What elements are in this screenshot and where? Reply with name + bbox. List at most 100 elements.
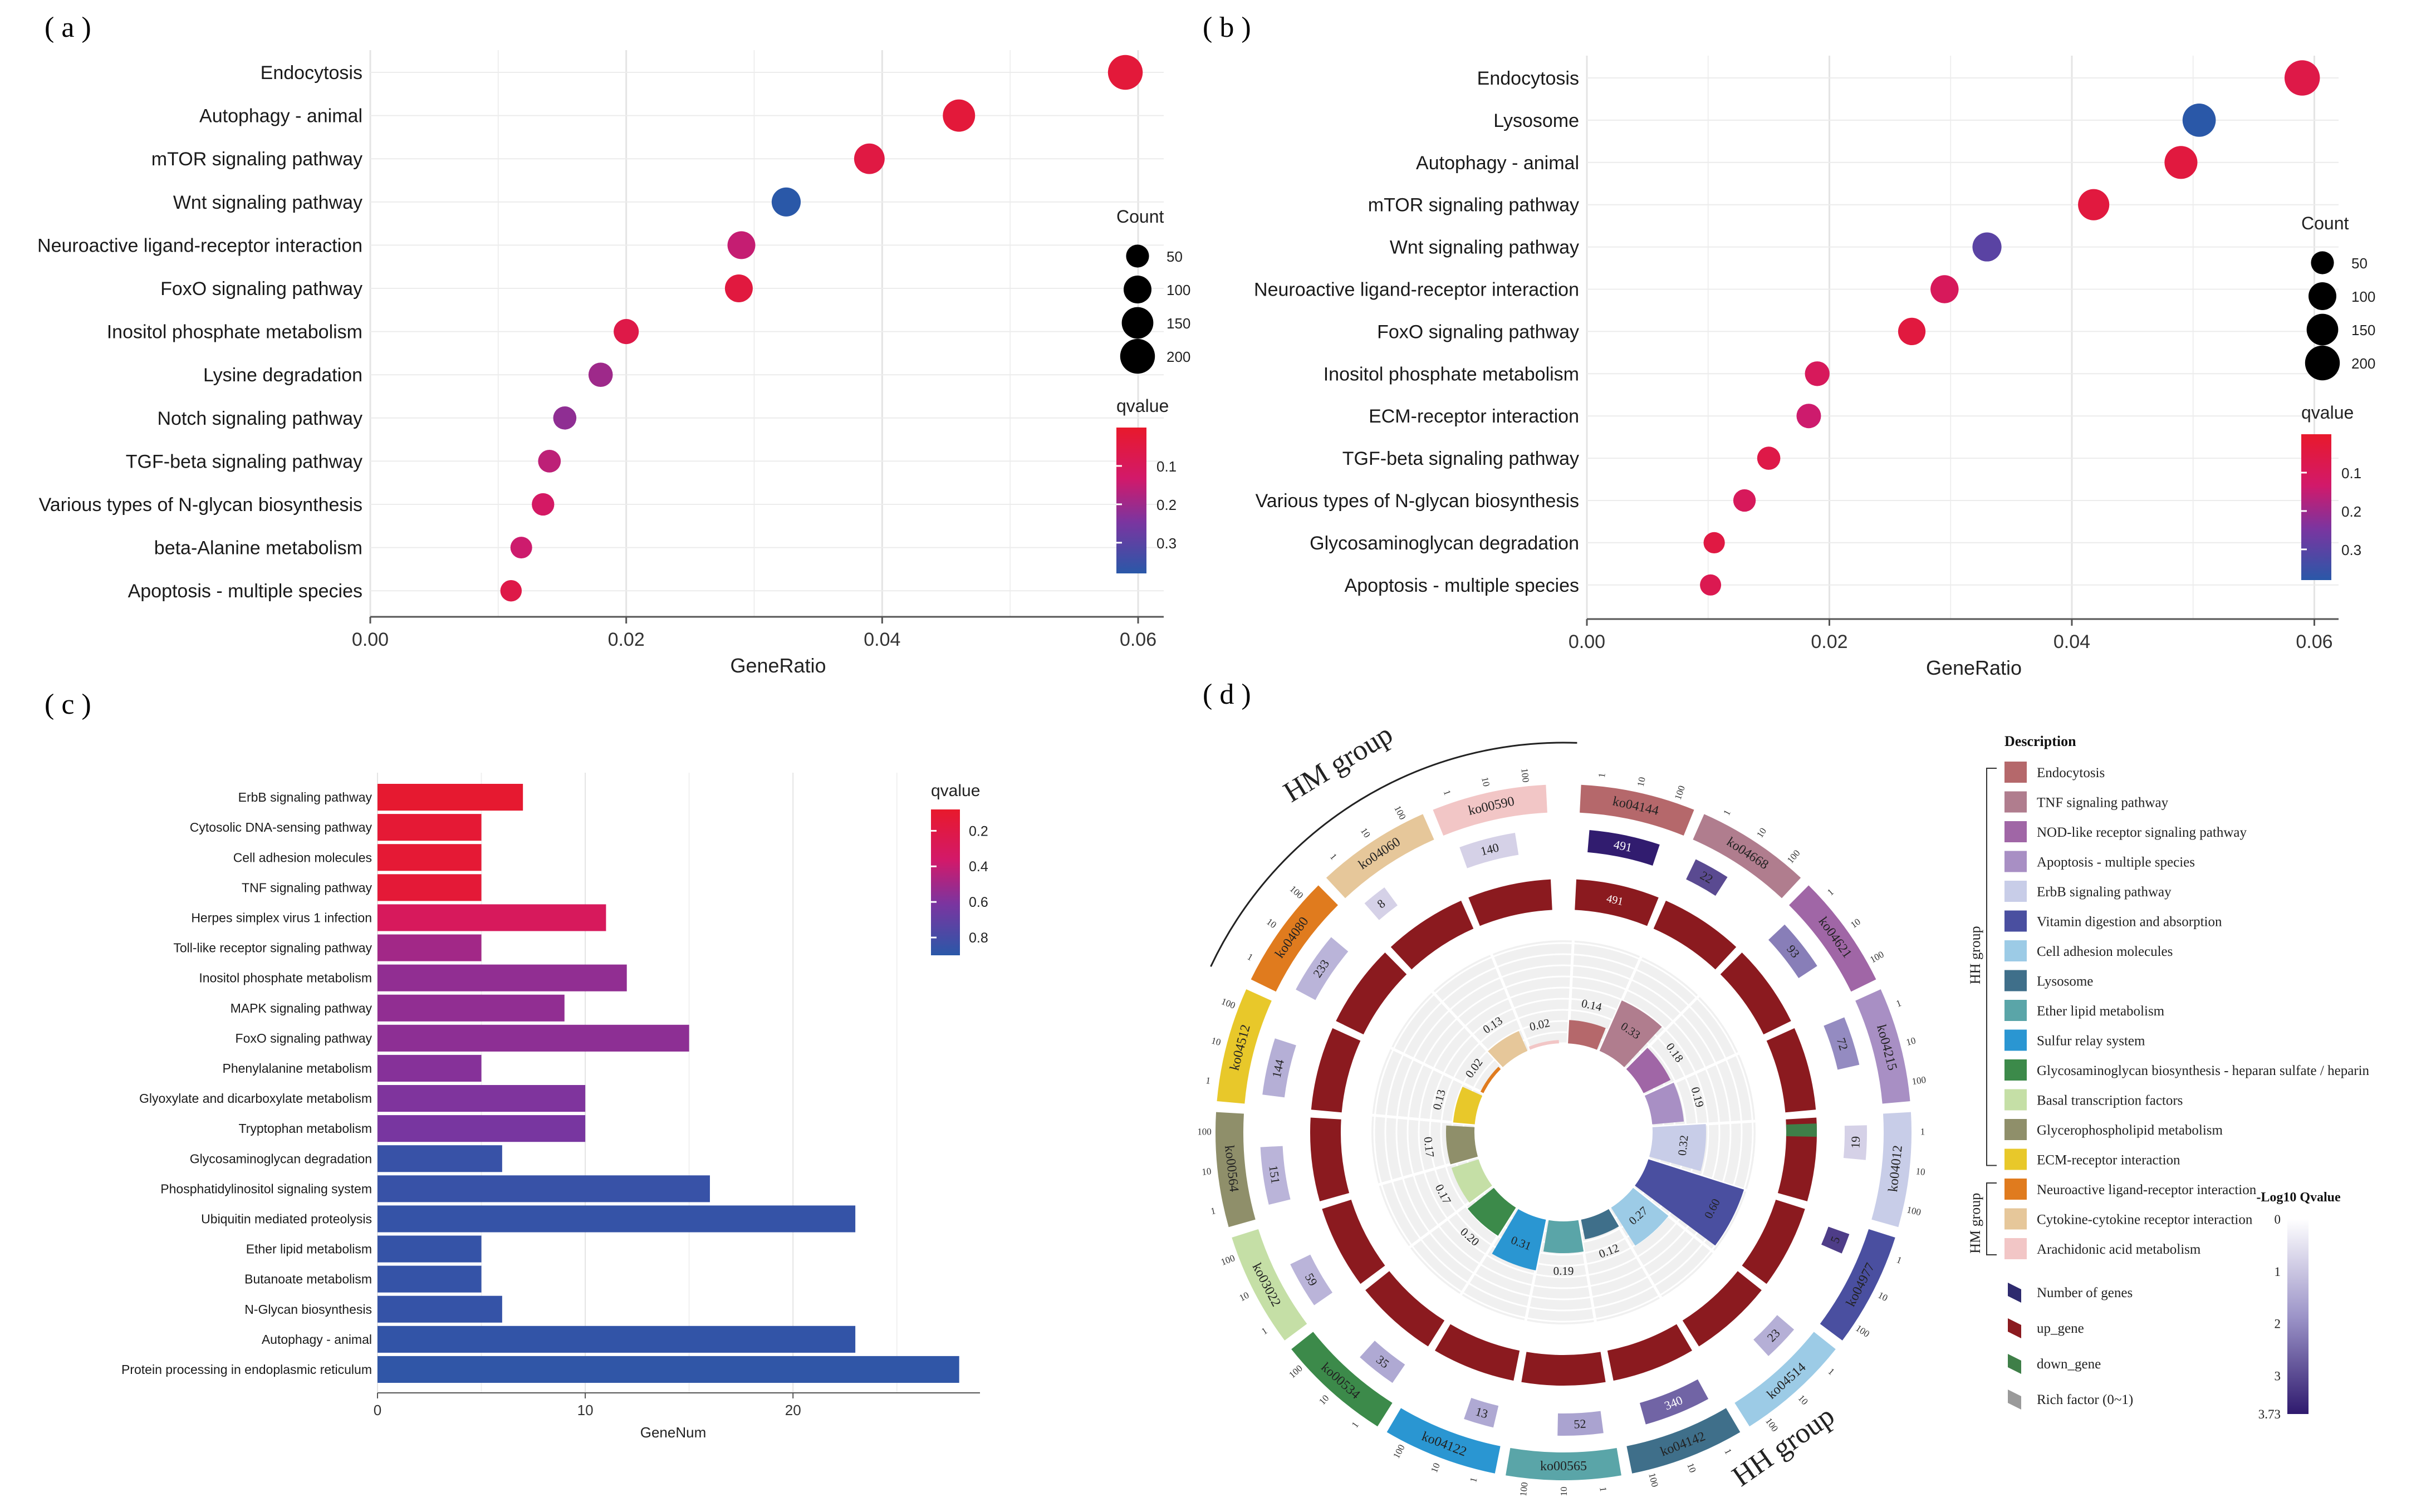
shape-legend-label: Number of genes xyxy=(2037,1285,2133,1300)
category-label: Toll-like receptor signaling pathway xyxy=(173,941,372,955)
sector-band xyxy=(1216,1112,1256,1228)
legend-entry: Basal transcription factors xyxy=(2037,1093,2183,1108)
rich-factor-bar xyxy=(1488,1030,1528,1067)
dot-point xyxy=(771,187,801,217)
bar xyxy=(378,814,482,841)
sector-tick-label: 1 xyxy=(1205,1075,1211,1086)
sector-band xyxy=(1855,989,1910,1104)
term-label: Lysosome xyxy=(1493,110,1579,131)
term-label: Various types of N-glycan biosynthesis xyxy=(1256,490,1579,512)
scale-label: 3.73 xyxy=(2258,1407,2281,1421)
gene-count-bar xyxy=(1360,1341,1405,1383)
bar xyxy=(378,1326,856,1353)
bar xyxy=(378,1295,502,1323)
category-label: Phenylalanine metabolism xyxy=(223,1061,373,1076)
bar xyxy=(378,1205,856,1233)
legend-entry: Cytokine-cytokine receptor interaction xyxy=(2037,1212,2253,1228)
legend-entry: Arachidonic acid metabolism xyxy=(2037,1242,2201,1257)
term-label: ECM-receptor interaction xyxy=(1369,406,1579,427)
rich-factor-bar xyxy=(1451,1159,1492,1203)
inner-sector-divider xyxy=(1598,956,1643,1052)
term-label: beta-Alanine metabolism xyxy=(154,538,362,559)
legend-color-label: 0.1 xyxy=(1156,458,1177,475)
inner-sector-divider xyxy=(1490,954,1532,1050)
dot-point xyxy=(1930,275,1959,303)
legend-entry: Neuroactive ligand-receptor interaction xyxy=(2037,1182,2257,1197)
panel-a-dotplot: 0.00 0.02 0.04 0.06 GeneRatio Endocytosis Auto… xyxy=(37,50,1190,677)
inner-sector-divider xyxy=(1372,1113,1475,1126)
legend-entry: ECM-receptor interaction xyxy=(2037,1153,2180,1168)
sector-tick-label: 100 xyxy=(1911,1074,1927,1087)
legend-swatch xyxy=(2004,940,2027,961)
inner-sector-divider xyxy=(1390,1047,1484,1094)
category-label: ErbB signaling pathway xyxy=(238,790,373,804)
up-gene-bar xyxy=(1607,1324,1693,1381)
term-label: Apoptosis - multiple species xyxy=(1345,575,1579,596)
dot-point xyxy=(588,362,613,387)
sector-band xyxy=(1433,784,1547,836)
x-tick-label: 0.00 xyxy=(352,629,389,650)
bar xyxy=(378,904,606,931)
gene-count-bar xyxy=(1364,887,1398,920)
legend-swatch xyxy=(2004,1119,2027,1140)
up-gene-bar xyxy=(1682,1271,1762,1347)
panel-c-barchart: 0 10 20 GeneNum ErbB signaling pathway Cytoso… xyxy=(121,773,988,1441)
category-label: Cytosolic DNA-sensing pathway xyxy=(190,820,373,834)
legend-swatch xyxy=(2004,762,2027,783)
rich-factor-bar xyxy=(1644,1082,1684,1125)
legend-size-label: 100 xyxy=(1167,282,1190,298)
rich-factor-bar xyxy=(1649,1124,1706,1171)
sector-band xyxy=(1217,989,1272,1104)
legend-size-title: Count xyxy=(2301,213,2349,233)
legend-color-title: qvalue xyxy=(931,782,980,800)
gene-count-bar xyxy=(1464,1398,1499,1428)
up-gene-bar xyxy=(1777,1117,1817,1201)
dot-point xyxy=(1796,404,1821,429)
dot-point xyxy=(854,143,885,174)
gene-count-bar xyxy=(1290,1254,1333,1305)
term-label: Neuroactive ligand-receptor interaction xyxy=(1254,279,1579,301)
legend-hh-bracket xyxy=(1986,768,1997,1166)
term-label: TGF-beta signaling pathway xyxy=(1342,448,1579,469)
sector-id-label: ko00565 xyxy=(1540,1459,1587,1474)
rich-factor-bar xyxy=(1543,1220,1584,1254)
rich-factor-bar xyxy=(1635,1159,1744,1246)
legend-hh-group-label: HH group xyxy=(1967,926,1983,984)
dot-point xyxy=(2078,189,2110,220)
term-label: Autophagy - animal xyxy=(1416,153,1579,174)
sector-tick-label: 100 xyxy=(1518,1481,1530,1496)
gene-count-bar xyxy=(1821,1226,1850,1254)
sector-tick-label: 100 xyxy=(1197,1126,1212,1137)
dot-point xyxy=(724,274,753,302)
rich-factor-bar xyxy=(1626,1048,1671,1093)
shape-legend-icon xyxy=(2008,1354,2021,1374)
x-tick-label: 0 xyxy=(374,1402,381,1418)
bar xyxy=(378,964,627,991)
inner-hole xyxy=(1474,1043,1653,1221)
x-tick-label: 0.06 xyxy=(2296,631,2332,652)
legend-swatch xyxy=(2004,821,2027,842)
sector-tick-label: 10 xyxy=(1905,1035,1917,1048)
legend-entry: Lysosome xyxy=(2037,974,2093,989)
rich-factor-bar xyxy=(1599,1000,1662,1067)
dot-point xyxy=(1733,489,1756,512)
dot-point xyxy=(553,406,577,430)
legend-color-bar xyxy=(931,809,960,955)
x-tick-label: 10 xyxy=(577,1402,594,1418)
sector-band xyxy=(1232,1229,1307,1341)
sector-band xyxy=(1326,814,1434,899)
legend-size-dot xyxy=(2305,345,2340,381)
sector-tick-label: 1 xyxy=(1209,1205,1216,1216)
dot-point xyxy=(1757,446,1781,470)
legend-color-bar xyxy=(2301,434,2331,580)
inner-sector-divider xyxy=(1524,1219,1547,1321)
legend-size-dot xyxy=(2311,251,2334,274)
term-label: mTOR signaling pathway xyxy=(151,149,362,170)
sector-tick-label: 10 xyxy=(1635,776,1648,788)
sector-tick-label: 10 xyxy=(1201,1166,1212,1177)
inner-grid-ring xyxy=(1406,975,1721,1289)
legend-hm-group-label: HM group xyxy=(1967,1193,1983,1254)
up-gene-bar xyxy=(1434,1324,1520,1381)
legend-entry: NOD-like receptor signaling pathway xyxy=(2037,825,2247,840)
dot-point xyxy=(532,493,555,516)
